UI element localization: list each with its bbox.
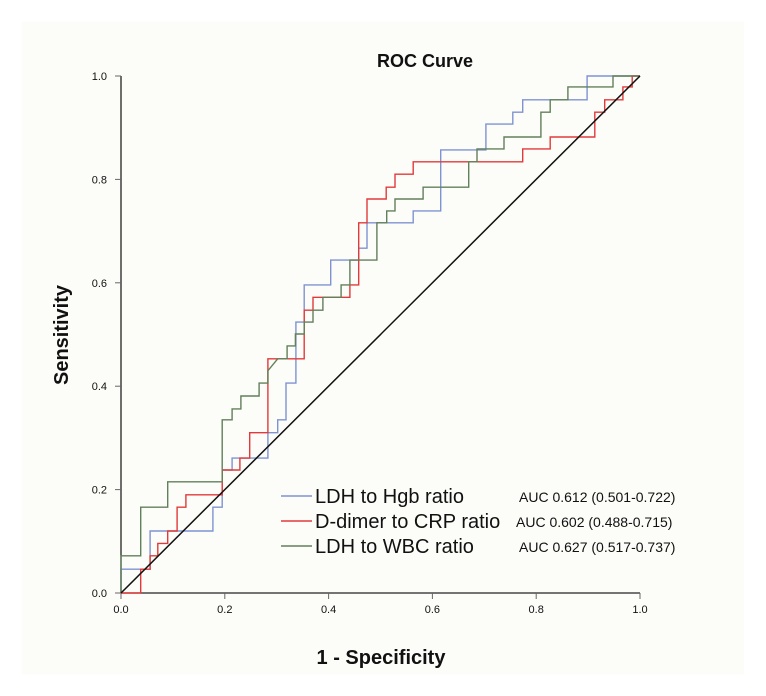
y-tick-label: 0.6: [92, 278, 107, 290]
y-tick-label: 1.0: [92, 71, 107, 83]
chart-title: ROC Curve: [377, 51, 473, 71]
x-tick-label: 0.2: [217, 604, 232, 616]
axes: 0.0 0.2 0.4 0.6 0.8 1.0 0.0 0.2 0.4 0.6 0.8 1.0: [92, 71, 648, 616]
legend-label: D-dimer to CRP ratio: [315, 511, 500, 533]
y-tick-label: 0.2: [92, 485, 107, 497]
y-tick-label: 0.0: [92, 588, 107, 600]
roc-curve-3: [120, 75, 640, 593]
y-axis-title: Sensitivity: [51, 284, 73, 385]
y-tick-label: 0.8: [92, 174, 107, 186]
x-axis-title: 1 - Specificity: [317, 647, 447, 669]
x-tick-label: 0.0: [113, 604, 128, 616]
curves: [120, 75, 641, 594]
reference-diagonal-line: [120, 75, 641, 594]
chart-background: [22, 22, 744, 674]
x-tick-label: 0.6: [425, 604, 440, 616]
legend-label: LDH to Hgb ratio: [315, 486, 464, 508]
legend-auc: AUC 0.612 (0.501-0.722): [519, 489, 675, 505]
y-tick-label: 0.4: [92, 381, 107, 393]
x-tick-label: 1.0: [632, 604, 647, 616]
x-tick-label: 0.4: [321, 604, 336, 616]
legend-auc: AUC 0.627 (0.517-0.737): [519, 539, 675, 555]
legend: LDH to Hgb ratio AUC 0.612 (0.501-0.722) D…: [281, 486, 675, 558]
legend-label: LDH to WBC ratio: [315, 536, 474, 558]
legend-auc: AUC 0.602 (0.488-0.715): [516, 514, 672, 530]
x-tick-label: 0.8: [529, 604, 544, 616]
